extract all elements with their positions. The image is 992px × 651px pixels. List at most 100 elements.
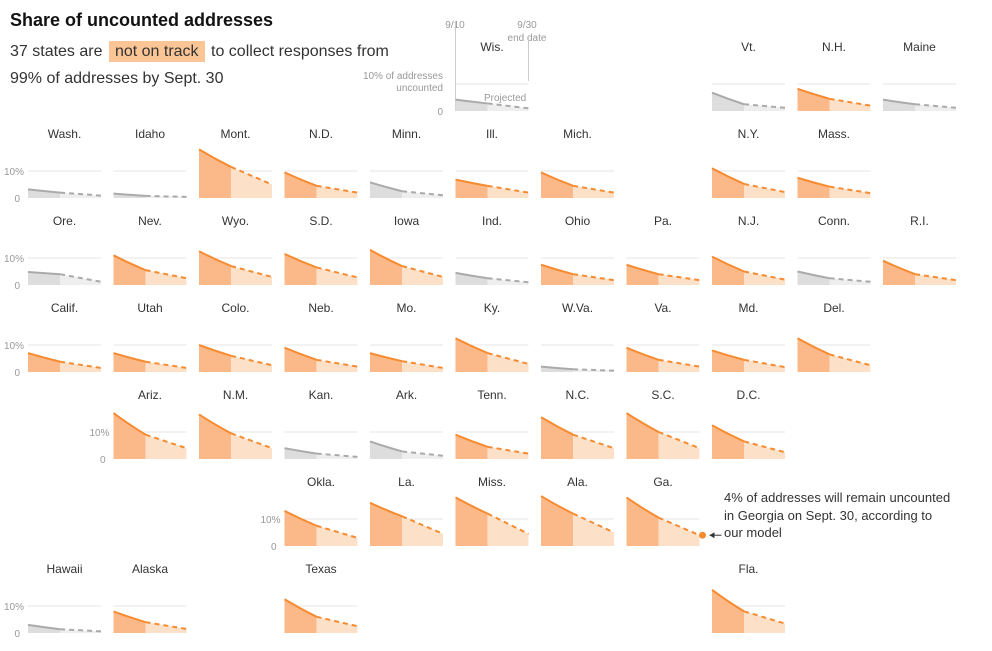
state-label: D.C. [737, 388, 761, 402]
observed-area [541, 417, 574, 459]
projected-line [487, 184, 529, 194]
projected-area [231, 266, 272, 285]
state-label: Mont. [220, 127, 250, 141]
observed-area [284, 510, 317, 546]
observed-area [712, 425, 745, 459]
axis-tick-0: 0 [14, 368, 20, 379]
projected-area [744, 183, 785, 198]
observed-line [284, 171, 317, 187]
axis-tick-10: 10% [4, 602, 24, 613]
projected-line [316, 358, 358, 368]
observed-area [797, 177, 830, 198]
observed-line [625, 496, 660, 519]
state-label: Mass. [818, 127, 850, 141]
observed-line [284, 510, 318, 527]
observed-area [113, 255, 146, 285]
projected-area [402, 191, 443, 198]
observed-area [541, 264, 574, 285]
observed-line [711, 255, 745, 273]
observed-area [455, 497, 488, 546]
projected-line [60, 628, 102, 633]
state-cell-kan: Kan. [284, 388, 358, 459]
observed-line [540, 171, 574, 187]
axis-tick-0: 0 [100, 455, 106, 466]
observed-line [27, 623, 61, 631]
state-cell-ala: Ala. [540, 475, 615, 546]
state-label: Texas [305, 562, 336, 576]
legend-projected-label: Projected [484, 93, 526, 104]
axis-tick-0: 0 [14, 281, 20, 292]
state-cell-del: Del. [797, 301, 871, 372]
state-label: Conn. [818, 214, 850, 228]
state-cell-ore: Ore. [27, 214, 102, 285]
highlight-dot [699, 531, 706, 539]
projected-area [145, 361, 187, 372]
observed-line [540, 416, 574, 436]
legend-date-end-caption: end date [508, 33, 547, 44]
state-cell-n-m: N.M. [198, 388, 273, 459]
projected-line [316, 266, 358, 279]
projected-area [744, 359, 785, 372]
state-cell-ga: Ga. [625, 475, 722, 546]
projected-area [487, 353, 529, 372]
state-label: Calif. [51, 301, 78, 315]
observed-line [198, 413, 232, 435]
observed-area [712, 589, 745, 633]
state-label: Vt. [741, 40, 756, 54]
observed-area [626, 347, 659, 372]
projected-line [743, 182, 786, 194]
projected-area [744, 271, 785, 285]
state-cell-mass: Mass. [797, 127, 871, 198]
state-cell-pa: Pa. [626, 214, 700, 285]
projected-line [829, 353, 871, 367]
observed-line [198, 250, 232, 268]
state-cell-colo: Colo. [198, 301, 273, 372]
observed-line [112, 412, 147, 436]
state-label: Ill. [486, 127, 498, 141]
projected-line [401, 360, 444, 369]
projected-line [743, 610, 786, 625]
state-cell-vt: Vt. [711, 40, 786, 111]
observed-line [369, 501, 403, 518]
state-label: Ore. [53, 214, 76, 228]
state-label: N.H. [822, 40, 846, 54]
state-cell-w-va: W.Va. [540, 301, 615, 372]
axis-tick-10: 10% [89, 428, 109, 439]
projected-line [658, 358, 700, 368]
observed-line [711, 167, 745, 185]
projected-area [573, 513, 614, 546]
observed-area [28, 189, 61, 198]
observed-area [455, 272, 488, 285]
observed-line [113, 254, 147, 272]
state-cell-minn: Minn. [369, 127, 444, 198]
projected-area [658, 274, 700, 285]
observed-area [455, 99, 488, 111]
observed-line [113, 352, 146, 363]
chart-subtitle: 37 states are not on track to collect re… [10, 38, 400, 92]
projected-line [829, 185, 871, 195]
observed-line [797, 87, 830, 100]
observed-line [455, 271, 488, 280]
state-cell-wis: Wis. [455, 21, 529, 111]
observed-area [797, 271, 830, 285]
projected-line [744, 103, 786, 109]
projected-area [573, 185, 614, 198]
projected-line [914, 273, 957, 282]
state-label: Mo. [396, 301, 416, 315]
observed-line [711, 91, 745, 106]
state-cell-n-y: N.Y. [711, 127, 786, 198]
observed-line [113, 192, 146, 197]
observed-area [883, 99, 916, 111]
state-label: Nev. [138, 214, 162, 228]
state-label: Wash. [48, 127, 82, 141]
state-label: Neb. [308, 301, 333, 315]
observed-line [27, 188, 61, 194]
projected-line [572, 512, 615, 534]
state-cell-la: La. [369, 475, 444, 546]
state-label: S.C. [651, 388, 674, 402]
subtitle-post: to collect responses from 99% of address… [10, 43, 389, 87]
state-label: Ariz. [138, 388, 162, 402]
state-cell-r-i: R.I. [882, 214, 957, 285]
state-cell-wyo: Wyo. [198, 214, 273, 285]
observed-line [625, 412, 660, 433]
